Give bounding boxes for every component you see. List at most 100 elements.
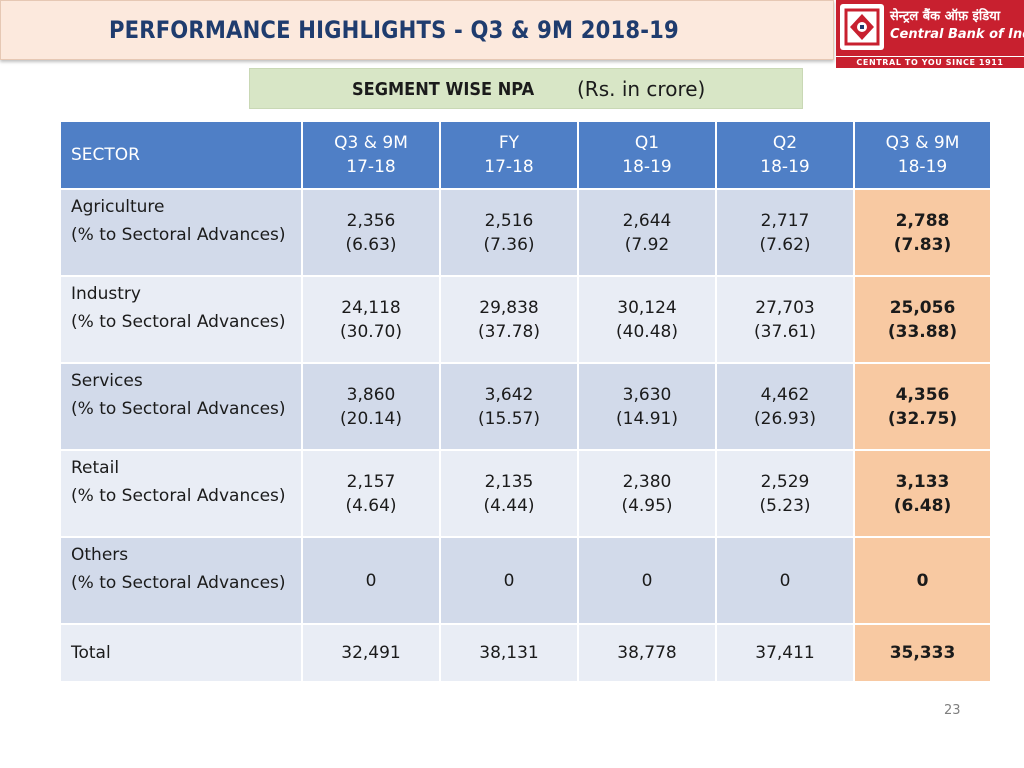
sector-name: Retail [71, 458, 120, 478]
value-cell: 2,157 (4.64) [301, 449, 441, 538]
value-cell: 25,056 (33.88) [853, 275, 992, 364]
total-label: Total [59, 623, 303, 683]
column-header-q1-18-19: Q1 18-19 [577, 120, 717, 190]
value-cell: 0 [439, 536, 579, 625]
sector-cell: Retail (% to Sectoral Advances) [59, 449, 303, 538]
logo-tagline: CENTRAL TO YOU SINCE 1911 [836, 57, 1024, 68]
page-number: 23 [944, 703, 961, 718]
column-header-line2: 17-18 [346, 157, 396, 177]
section-subtitle: SEGMENT WISE NPA (Rs. in crore) [249, 68, 803, 109]
column-header-line2: 18-19 [622, 157, 672, 177]
column-header-label: SECTOR [71, 145, 140, 165]
sector-name: Agriculture [71, 197, 165, 217]
npa-percent: (6.63) [345, 234, 397, 255]
column-header-q2-18-19: Q2 18-19 [715, 120, 855, 190]
column-header-line1: FY [498, 133, 520, 153]
npa-amount: 0 [641, 570, 653, 591]
value-cell: 3,642 (15.57) [439, 362, 579, 451]
column-header-line1: Q3 & 9M [334, 133, 408, 153]
column-header-sector: SECTOR [59, 120, 303, 190]
npa-amount: 24,118 [341, 297, 401, 318]
npa-amount: 29,838 [479, 297, 539, 318]
value-cell: 27,703 (37.61) [715, 275, 855, 364]
table-row: Retail (% to Sectoral Advances) 2,157 (4.64… [59, 449, 992, 538]
npa-percent: (5.23) [759, 495, 811, 516]
logo-english-name: Central Bank of India [890, 27, 1024, 42]
column-header-line1: Q3 & 9M [885, 133, 960, 153]
column-header-line1: Q2 [772, 133, 798, 153]
npa-percent: (6.48) [893, 495, 952, 516]
sector-sub-label: (% to Sectoral Advances) [71, 573, 286, 593]
npa-amount: 2,380 [622, 471, 672, 492]
value-cell: 3,630 (14.91) [577, 362, 717, 451]
npa-amount: 2,788 [895, 210, 950, 231]
column-header-q3-9m-17-18: Q3 & 9M 17-18 [301, 120, 441, 190]
table-row: Services (% to Sectoral Advances) 3,860 (20… [59, 362, 992, 451]
value-cell: 3,133 (6.48) [853, 449, 992, 538]
npa-percent: (33.88) [887, 321, 958, 342]
bank-emblem-icon [840, 4, 884, 50]
npa-percent: (40.48) [616, 321, 678, 342]
npa-amount: 2,644 [622, 210, 672, 231]
npa-percent: (37.78) [478, 321, 540, 342]
npa-amount: 4,356 [895, 384, 950, 405]
npa-percent: (4.95) [621, 495, 673, 516]
npa-amount: 0 [365, 570, 377, 591]
value-cell: 0 [301, 536, 441, 625]
sector-cell: Agriculture (% to Sectoral Advances) [59, 188, 303, 277]
total-value: 35,333 [853, 623, 992, 683]
sector-sub-label: (% to Sectoral Advances) [71, 312, 286, 332]
logo-banner: सेन्ट्रल बैंक ऑफ़ इंडिया Central Bank of… [836, 0, 1024, 56]
npa-amount: 3,860 [346, 384, 396, 405]
column-header-line1: Q1 [634, 133, 660, 153]
sector-name: Others [71, 545, 129, 565]
value-cell: 0 [853, 536, 992, 625]
npa-amount: 4,462 [760, 384, 810, 405]
bank-logo: सेन्ट्रल बैंक ऑफ़ इंडिया Central Bank of… [836, 0, 1024, 68]
npa-percent: (37.61) [754, 321, 816, 342]
npa-percent: (30.70) [340, 321, 402, 342]
npa-percent: (20.14) [340, 408, 402, 429]
value-cell: 30,124 (40.48) [577, 275, 717, 364]
column-header-line2: 17-18 [484, 157, 534, 177]
npa-percent: (4.44) [483, 495, 535, 516]
subtitle-unit: (Rs. in crore) [577, 77, 706, 101]
table-header-row: SECTOR Q3 & 9M 17-18 FY 17-18 Q1 18-19 Q… [59, 120, 992, 190]
total-value: 38,778 [577, 623, 717, 683]
table-row: Industry (% to Sectoral Advances) 24,118 (3… [59, 275, 992, 364]
column-header-q3-9m-18-19: Q3 & 9M 18-19 [853, 120, 992, 190]
segment-npa-table: SECTOR Q3 & 9M 17-18 FY 17-18 Q1 18-19 Q… [59, 120, 992, 683]
npa-percent: (7.83) [893, 234, 952, 255]
value-cell: 0 [715, 536, 855, 625]
total-value: 37,411 [715, 623, 855, 683]
sector-sub-label: (% to Sectoral Advances) [71, 225, 286, 245]
value-cell: 2,717 (7.62) [715, 188, 855, 277]
value-cell: 4,356 (32.75) [853, 362, 992, 451]
sector-cell: Industry (% to Sectoral Advances) [59, 275, 303, 364]
npa-amount: 2,356 [346, 210, 396, 231]
value-cell: 2,135 (4.44) [439, 449, 579, 538]
total-value: 38,131 [439, 623, 579, 683]
npa-amount: 2,516 [484, 210, 534, 231]
npa-percent: (15.57) [478, 408, 540, 429]
npa-percent: (32.75) [887, 408, 958, 429]
column-header-fy-17-18: FY 17-18 [439, 120, 579, 190]
value-cell: 2,516 (7.36) [439, 188, 579, 277]
npa-amount: 27,703 [755, 297, 815, 318]
npa-amount: 3,630 [622, 384, 672, 405]
page-title: PERFORMANCE HIGHLIGHTS - Q3 & 9M 2018-19 [109, 16, 679, 44]
npa-percent: (26.93) [754, 408, 816, 429]
table-row: Others (% to Sectoral Advances) 0 0 0 0 0 [59, 536, 992, 625]
value-cell: 29,838 (37.78) [439, 275, 579, 364]
npa-percent: (7.62) [759, 234, 811, 255]
title-bar: PERFORMANCE HIGHLIGHTS - Q3 & 9M 2018-19 [0, 0, 834, 60]
sector-sub-label: (% to Sectoral Advances) [71, 399, 286, 419]
total-row: Total 32,491 38,131 38,778 37,411 35,333 [59, 623, 992, 683]
sector-cell: Others (% to Sectoral Advances) [59, 536, 303, 625]
value-cell: 2,380 (4.95) [577, 449, 717, 538]
column-header-line2: 18-19 [897, 157, 948, 177]
sector-name: Services [71, 371, 143, 391]
npa-percent: (4.64) [345, 495, 397, 516]
npa-amount: 2,717 [760, 210, 810, 231]
npa-amount: 3,642 [484, 384, 534, 405]
